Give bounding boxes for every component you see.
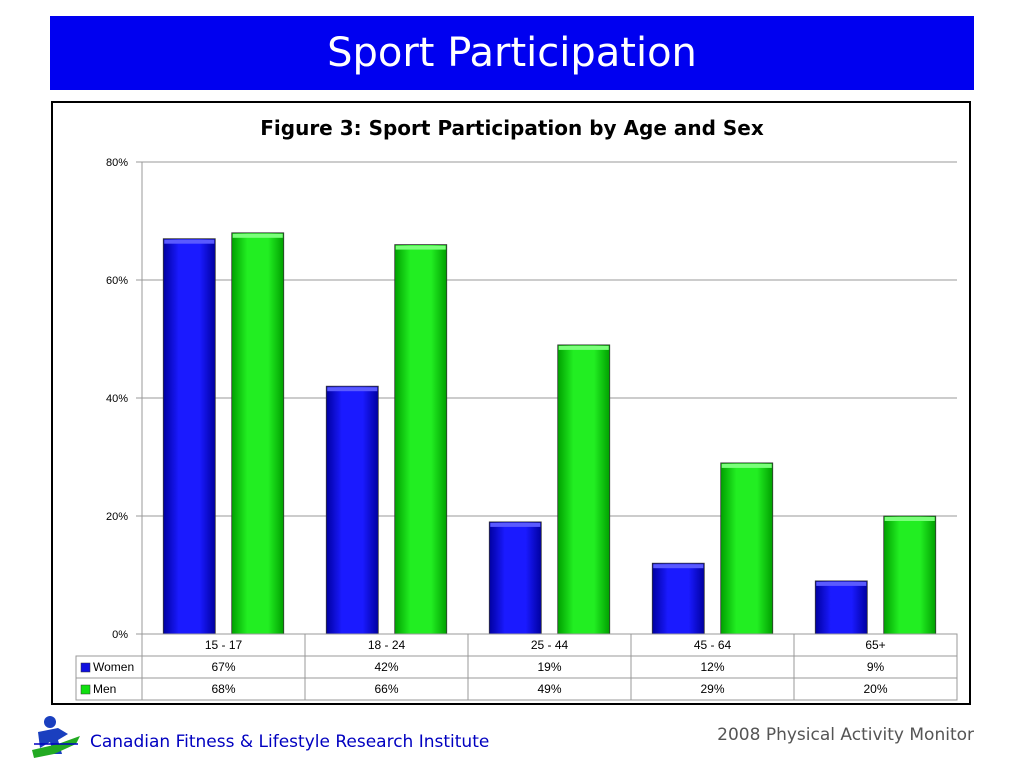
y-tick-label: 40% <box>106 393 128 405</box>
data-label: 67% <box>211 660 235 674</box>
bar-highlight <box>327 387 378 392</box>
bar-highlight <box>884 517 935 521</box>
x-category-label: 18 - 24 <box>368 638 406 652</box>
bar-women <box>162 238 216 635</box>
bar-highlight <box>816 581 867 586</box>
x-category-label: 15 - 17 <box>205 638 243 652</box>
institute-logo-icon <box>32 716 80 758</box>
y-tick-label: 80% <box>106 157 128 169</box>
legend-label-women: Women <box>93 660 134 674</box>
legend-swatch-women <box>80 662 91 673</box>
organization-name: Canadian Fitness & Lifestyle Research In… <box>90 732 490 752</box>
legend-swatch-men <box>80 684 91 695</box>
bar-women <box>814 580 868 635</box>
data-label: 66% <box>374 682 398 696</box>
data-label: 29% <box>700 682 724 696</box>
source-label: 2008 Physical Activity Monitor <box>717 725 974 745</box>
bar-highlight <box>232 233 283 238</box>
bar-highlight <box>653 564 704 569</box>
x-category-label: 65+ <box>865 638 885 652</box>
slide-title: Sport Participation <box>327 30 697 76</box>
bar-highlight <box>721 463 772 468</box>
y-tick-label: 20% <box>106 511 128 523</box>
data-label: 42% <box>374 660 398 674</box>
bar-men <box>883 515 937 635</box>
data-label: 68% <box>211 682 235 696</box>
y-tick-label: 0% <box>112 629 128 641</box>
data-label: 19% <box>537 660 561 674</box>
y-tick-label: 60% <box>106 275 128 287</box>
bar-men <box>231 232 285 635</box>
slide-title-bar: Sport Participation <box>50 16 974 90</box>
data-label: 20% <box>863 682 887 696</box>
bar-men <box>394 244 448 635</box>
bar-women <box>488 521 542 635</box>
bar-highlight <box>395 245 446 250</box>
bar-highlight <box>558 345 609 350</box>
bar-women <box>651 562 705 635</box>
data-label: 49% <box>537 682 561 696</box>
x-category-label: 25 - 44 <box>531 638 569 652</box>
bar-men <box>557 344 611 635</box>
bar-women <box>325 385 379 635</box>
bar-men <box>720 462 774 635</box>
legend-label-men: Men <box>93 682 116 696</box>
data-label: 12% <box>700 660 724 674</box>
chart-title: Figure 3: Sport Participation by Age and… <box>260 116 764 140</box>
data-label: 9% <box>867 660 885 674</box>
x-category-label: 45 - 64 <box>694 638 732 652</box>
bar-highlight <box>490 522 541 527</box>
bar-highlight <box>164 239 215 244</box>
